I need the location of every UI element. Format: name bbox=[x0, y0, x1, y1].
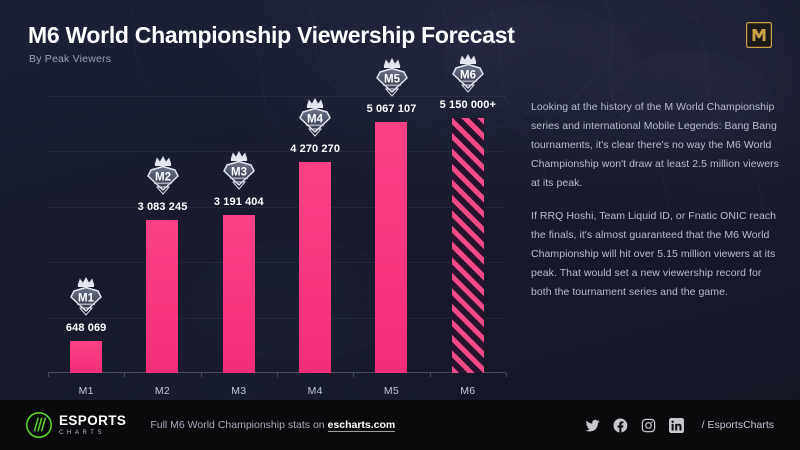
bar-forecast[interactable] bbox=[451, 118, 484, 373]
footer-note-prefix: Full M6 World Championship stats on bbox=[150, 419, 328, 431]
x-axis-tick bbox=[353, 373, 355, 377]
x-axis-tick bbox=[506, 373, 507, 377]
x-axis-tick bbox=[277, 373, 278, 377]
x-axis-label: M4 bbox=[307, 385, 323, 397]
championship-badge-icon: M1 bbox=[70, 276, 102, 316]
linkedin-icon[interactable] bbox=[668, 417, 684, 433]
badge-m3: M3 bbox=[218, 147, 260, 191]
bar[interactable] bbox=[70, 341, 103, 373]
bar-group[interactable] bbox=[201, 96, 277, 373]
page-title: M6 World Championship Viewership Forecas… bbox=[28, 22, 515, 48]
x-axis-label: M2 bbox=[154, 385, 171, 397]
badge-m4: M4 bbox=[294, 94, 336, 138]
bar-group[interactable] bbox=[48, 96, 124, 373]
bar-group[interactable] bbox=[124, 96, 200, 373]
social-handle: / EsportsCharts bbox=[701, 419, 774, 431]
footer-note: Full M6 World Championship stats on esch… bbox=[150, 419, 396, 432]
badge-m2: M2 bbox=[142, 152, 184, 196]
bar-group[interactable] bbox=[277, 96, 353, 373]
bar[interactable] bbox=[146, 220, 179, 373]
plot-area: 648 069 M1 3 083 245 M2 3 191 404 M3 4 270 270… bbox=[48, 53, 507, 377]
championship-badge-icon: M2 bbox=[146, 155, 179, 195]
bar-chart: 648 069 M1 3 083 245 M2 3 191 404 M3 4 270 270… bbox=[0, 53, 520, 410]
gridline bbox=[48, 206, 506, 208]
header: M6 World Championship Viewership Forecas… bbox=[0, 0, 800, 88]
bar[interactable] bbox=[222, 215, 255, 373]
svg-text:M2: M2 bbox=[155, 172, 171, 184]
logo-text-esports: ESPORTS bbox=[59, 413, 127, 429]
svg-text:M6: M6 bbox=[460, 70, 476, 82]
footer-note-link[interactable]: escharts.com bbox=[327, 419, 396, 432]
m-monogram-icon bbox=[746, 22, 772, 48]
bar-value-label: 648 069 bbox=[65, 322, 107, 334]
x-axis-line bbox=[48, 372, 506, 373]
svg-text:M1: M1 bbox=[78, 293, 95, 305]
bar-value-label: 5 150 000+ bbox=[439, 99, 497, 111]
bar-value-label: 3 083 245 bbox=[137, 201, 188, 213]
x-axis-label: M3 bbox=[231, 385, 247, 397]
bar-value-label: 3 191 404 bbox=[213, 196, 264, 208]
badge-m5: M5 bbox=[371, 54, 413, 98]
x-axis-tick bbox=[124, 373, 126, 377]
bar[interactable] bbox=[375, 122, 408, 373]
x-axis-tick bbox=[200, 373, 202, 377]
gridline bbox=[48, 262, 506, 264]
commentary-panel: Looking at the history of the M World Ch… bbox=[531, 98, 779, 316]
gridline bbox=[48, 96, 506, 97]
badge-m6: M6 bbox=[447, 50, 489, 94]
badge-m1: M1 bbox=[65, 273, 107, 317]
bar-group[interactable] bbox=[353, 96, 429, 373]
bar[interactable] bbox=[299, 162, 332, 373]
championship-badge-icon: M4 bbox=[299, 97, 331, 137]
svg-text:M4: M4 bbox=[307, 114, 324, 126]
bar-value-label: 4 270 270 bbox=[290, 143, 341, 155]
page-subtitle: By Peak Viewers bbox=[29, 53, 112, 65]
instagram-icon[interactable] bbox=[641, 418, 656, 433]
gridline bbox=[48, 151, 506, 153]
footer-bar: ESPORTS CHARTS Full M6 World Championshi… bbox=[0, 400, 800, 450]
facebook-icon[interactable] bbox=[613, 418, 628, 433]
svg-text:M5: M5 bbox=[384, 74, 401, 86]
logo-text-charts: CHARTS bbox=[59, 429, 106, 436]
svg-text:M3: M3 bbox=[231, 167, 247, 179]
bar-value-label: 5 067 107 bbox=[366, 103, 417, 115]
championship-badge-icon: M6 bbox=[452, 53, 484, 93]
x-axis-tick bbox=[48, 373, 49, 377]
commentary-paragraph-2: If RRQ Hoshi, Team Liquid ID, or Fnatic … bbox=[531, 210, 777, 298]
x-axis-label: M1 bbox=[78, 385, 94, 397]
esports-charts-mark-icon bbox=[26, 412, 52, 438]
twitter-icon[interactable] bbox=[585, 418, 600, 433]
gridline bbox=[48, 317, 506, 319]
x-axis-tick bbox=[429, 373, 431, 377]
championship-badge-icon: M3 bbox=[223, 150, 255, 190]
esports-charts-logo[interactable]: ESPORTS CHARTS bbox=[26, 412, 126, 438]
social-links: / EsportsCharts bbox=[572, 417, 774, 433]
x-axis-label: M5 bbox=[383, 385, 400, 397]
bar-group[interactable] bbox=[430, 96, 506, 373]
championship-badge-icon: M5 bbox=[375, 57, 408, 97]
commentary-paragraph-1: Looking at the history of the M World Ch… bbox=[531, 101, 779, 189]
